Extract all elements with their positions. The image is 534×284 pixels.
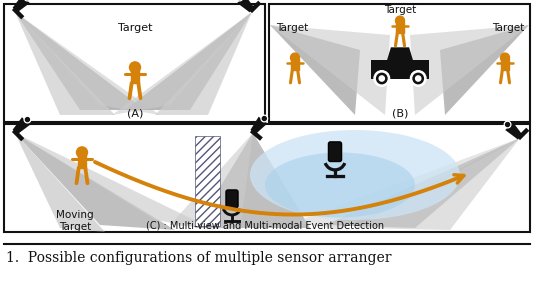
Polygon shape — [13, 117, 30, 134]
Polygon shape — [12, 7, 25, 19]
Bar — [269, 4, 530, 122]
Polygon shape — [505, 122, 522, 139]
Circle shape — [376, 73, 387, 84]
Polygon shape — [250, 129, 263, 141]
Circle shape — [261, 115, 268, 122]
Polygon shape — [440, 25, 529, 115]
Polygon shape — [195, 133, 310, 228]
Circle shape — [24, 116, 31, 123]
Text: (A): (A) — [127, 108, 143, 118]
Polygon shape — [355, 138, 520, 230]
Polygon shape — [295, 138, 520, 230]
Text: (C) : Multi-view and Multi-modal Event Detection: (C) : Multi-view and Multi-modal Event D… — [146, 221, 384, 231]
Polygon shape — [15, 12, 115, 115]
Circle shape — [24, 0, 31, 1]
Bar — [501, 59, 508, 70]
Polygon shape — [15, 133, 175, 230]
Polygon shape — [13, 0, 30, 12]
Text: Target: Target — [276, 23, 308, 33]
Circle shape — [413, 73, 423, 84]
Circle shape — [374, 71, 390, 86]
Text: Target: Target — [118, 23, 152, 33]
Circle shape — [506, 123, 509, 127]
Polygon shape — [387, 47, 413, 60]
Polygon shape — [270, 25, 390, 115]
Circle shape — [379, 76, 384, 81]
Polygon shape — [249, 1, 261, 13]
Text: 1.  Possible configurations of multiple sensor arranger: 1. Possible configurations of multiple s… — [6, 251, 391, 265]
Circle shape — [130, 62, 140, 73]
Bar — [396, 22, 404, 33]
Ellipse shape — [265, 153, 415, 218]
Bar — [195, 136, 220, 226]
Bar — [4, 124, 530, 232]
Circle shape — [396, 16, 404, 25]
Polygon shape — [15, 12, 145, 110]
Circle shape — [411, 71, 426, 86]
Circle shape — [76, 147, 88, 158]
Circle shape — [504, 121, 511, 128]
Circle shape — [500, 53, 509, 62]
Bar — [4, 4, 265, 122]
Polygon shape — [270, 25, 360, 115]
Circle shape — [415, 76, 421, 81]
Polygon shape — [155, 12, 252, 115]
Text: Target: Target — [492, 23, 524, 33]
Text: Moving
Target: Moving Target — [56, 210, 94, 231]
Polygon shape — [517, 128, 529, 140]
Polygon shape — [237, 0, 254, 12]
Polygon shape — [125, 12, 252, 110]
Ellipse shape — [250, 130, 460, 220]
FancyBboxPatch shape — [328, 142, 342, 162]
Bar — [292, 59, 299, 70]
Circle shape — [26, 118, 29, 122]
Polygon shape — [15, 12, 160, 115]
Bar — [77, 154, 87, 168]
Text: (B): (B) — [392, 108, 408, 118]
Text: Target: Target — [384, 5, 416, 15]
Polygon shape — [410, 25, 529, 115]
Polygon shape — [325, 138, 520, 228]
Polygon shape — [250, 117, 267, 134]
Circle shape — [290, 53, 300, 62]
Polygon shape — [15, 133, 215, 230]
Polygon shape — [112, 12, 252, 115]
Circle shape — [236, 0, 243, 1]
Bar — [372, 60, 429, 78]
Circle shape — [262, 116, 266, 120]
Polygon shape — [15, 133, 105, 232]
Bar — [131, 70, 139, 83]
Polygon shape — [170, 133, 253, 230]
Polygon shape — [12, 129, 25, 141]
FancyBboxPatch shape — [226, 190, 238, 208]
